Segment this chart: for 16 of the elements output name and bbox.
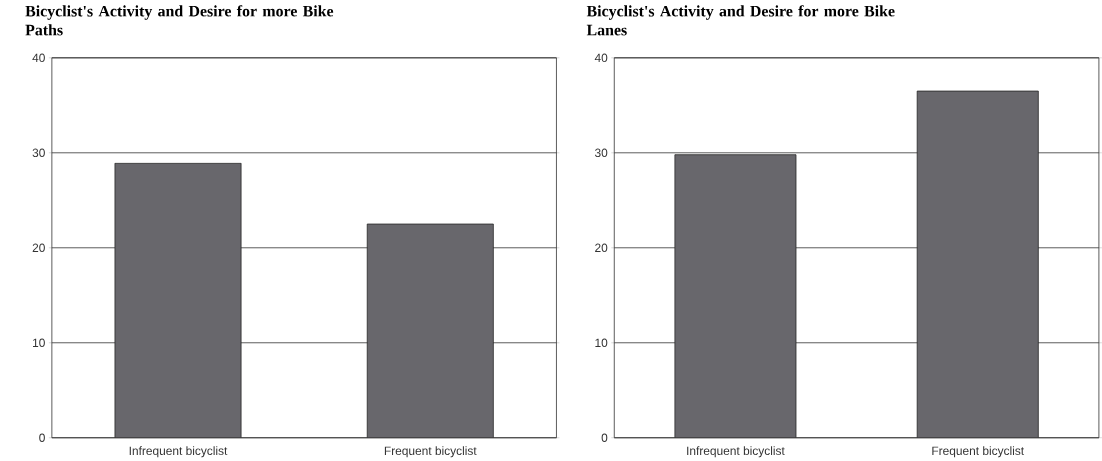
y-tick-label: 20 bbox=[595, 243, 608, 253]
x-tick-label: Infrequent bicyclist bbox=[687, 446, 785, 458]
x-tick-label: Frequent bicyclist bbox=[932, 446, 1025, 458]
chart-title: Bicyclist's Activity and Desire for more Bike Lanes bbox=[586, 5, 895, 36]
y-tick-label: 40 bbox=[594, 53, 608, 63]
y-tick-label: 20 bbox=[32, 243, 45, 253]
y-tick-label: 0 bbox=[39, 433, 45, 443]
y-tick-label: 0 bbox=[601, 433, 608, 443]
y-tick-label: 30 bbox=[32, 148, 45, 158]
y-tick-label: 30 bbox=[594, 148, 608, 158]
chart-title: Bicyclist's Activity and Desire for more Bike Paths bbox=[25, 5, 334, 36]
y-tick-label: 10 bbox=[33, 338, 45, 348]
x-tick-label: Frequent bicyclist bbox=[384, 446, 477, 458]
y-tick-label: 10 bbox=[595, 338, 608, 348]
y-tick-label: 40 bbox=[32, 53, 45, 63]
x-tick-label: Infrequent bicyclist bbox=[129, 446, 228, 458]
